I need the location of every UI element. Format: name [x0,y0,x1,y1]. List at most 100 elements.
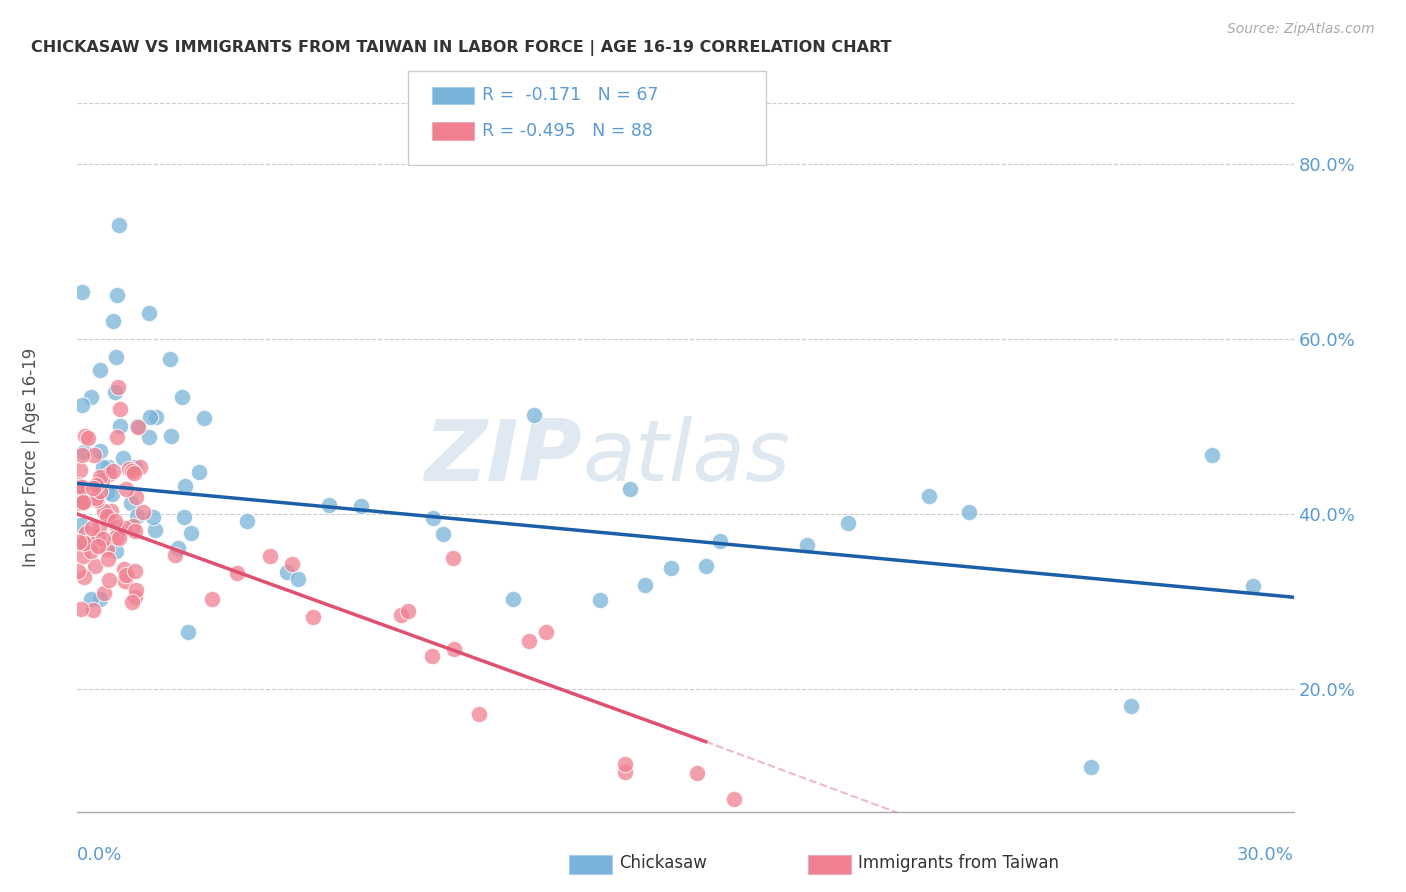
Point [280,557,302,571]
Point [91,533,114,547]
Point [75,429,97,443]
Point [80,591,103,606]
Point [276,566,298,580]
Point [138,306,160,320]
Point [589,593,612,607]
Point [145,410,167,425]
Point [301,610,323,624]
Point [89,591,111,606]
Point [67,477,90,491]
Point [173,509,195,524]
Point [796,538,818,552]
Point [176,625,198,640]
Point [918,489,941,503]
Point [77,432,100,446]
Point [67,534,90,549]
Point [127,419,149,434]
Point [159,429,181,443]
Point [422,510,444,524]
Text: Source: ZipAtlas.com: Source: ZipAtlas.com [1227,22,1375,37]
Point [159,351,181,366]
Point [70,479,93,493]
Point [98,467,121,482]
Point [73,570,96,584]
Point [75,493,97,508]
Point [70,285,93,299]
Point [89,363,111,377]
Point [318,499,340,513]
Point [96,484,118,499]
Point [105,544,128,558]
Point [613,756,636,771]
Text: atlas: atlas [582,416,790,499]
Point [686,765,709,780]
Point [70,492,93,507]
Point [432,526,454,541]
Point [143,523,166,537]
Point [695,559,717,574]
Point [1241,579,1264,593]
Point [89,521,111,535]
Point [100,504,122,518]
Point [72,495,94,509]
Point [91,473,114,487]
Point [170,390,193,404]
Point [104,514,127,528]
Point [1201,449,1223,463]
Text: Chickasaw: Chickasaw [619,855,707,872]
Point [73,535,96,549]
Point [66,480,89,494]
Text: R =  -0.171   N = 67: R = -0.171 N = 67 [482,87,659,104]
Point [441,551,464,566]
Point [84,491,107,505]
Point [66,564,89,578]
Point [350,499,373,513]
Point [111,451,134,466]
Point [174,479,197,493]
Point [122,466,145,480]
Point [89,487,111,501]
Point [73,534,96,549]
Point [121,519,143,533]
Point [105,530,128,544]
Point [163,548,186,562]
Point [101,463,124,477]
Point [96,509,118,524]
Point [200,591,222,606]
Text: CHICKASAW VS IMMIGRANTS FROM TAIWAN IN LABOR FORCE | AGE 16-19 CORRELATION CHART: CHICKASAW VS IMMIGRANTS FROM TAIWAN IN L… [31,40,891,56]
Point [96,542,118,557]
Point [112,561,135,575]
Point [104,350,127,364]
Point [69,601,91,615]
Point [236,514,259,528]
Point [120,496,142,510]
Point [142,510,165,524]
Point [613,765,636,780]
Point [114,574,136,588]
Point [82,603,104,617]
Point [1080,760,1102,774]
Point [70,398,93,412]
Point [107,380,129,394]
Point [83,558,105,573]
Point [70,448,93,462]
Point [72,494,94,508]
Point [167,541,190,556]
Point [87,539,110,553]
Point [89,483,111,498]
Point [957,504,980,518]
Point [114,521,136,535]
Point [121,595,143,609]
Point [108,401,131,416]
Point [91,460,114,475]
Point [723,791,745,805]
Point [517,634,540,648]
Point [389,607,412,622]
Point [634,578,657,592]
Point [709,533,731,548]
Point [87,530,110,544]
Point [89,443,111,458]
Point [396,604,419,618]
Point [523,409,546,423]
Point [502,591,524,606]
